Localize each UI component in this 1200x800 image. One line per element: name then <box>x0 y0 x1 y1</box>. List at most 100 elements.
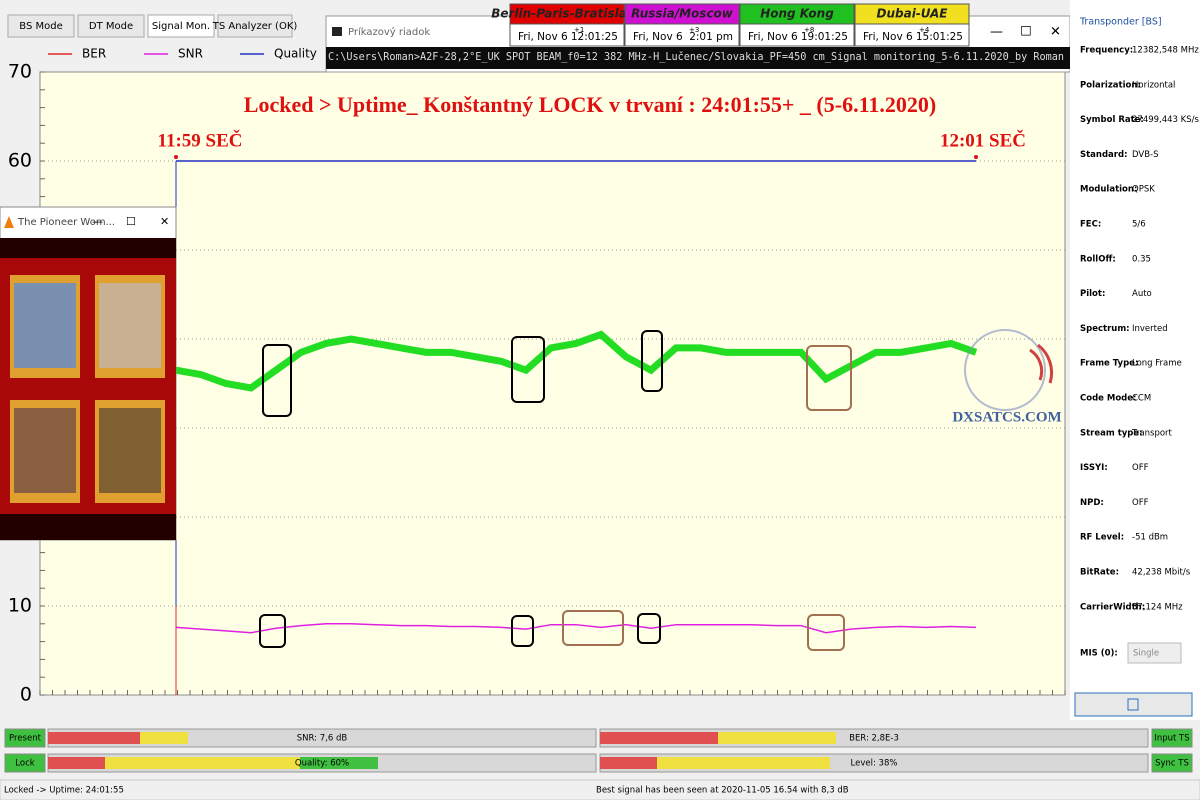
cmd-title: Príkazový riadok <box>348 26 430 38</box>
highlight-box <box>259 614 286 648</box>
watermark-logo <box>964 329 1046 411</box>
y-tick-label: 60 <box>8 150 32 172</box>
clock-date: Fri, Nov 6 <box>863 31 913 43</box>
field-value: 5/6 <box>1132 220 1146 230</box>
highlight-box <box>637 613 661 644</box>
field-value: 37,124 MHz <box>1132 602 1183 612</box>
meter-fill <box>718 732 836 744</box>
watermark-arcs <box>1029 343 1054 384</box>
watermark: DXSATCS.COM <box>952 409 1061 425</box>
status-left: Locked -> Uptime: 24:01:55 <box>4 786 124 796</box>
marker-dot <box>174 155 178 159</box>
panel-title: Transponder [BS] <box>1079 17 1162 28</box>
input-ts-button-label: Input TS <box>1154 734 1189 744</box>
field-value: OFF <box>1132 498 1149 508</box>
tab[interactable] <box>7 14 75 38</box>
cmd-icon <box>332 27 342 36</box>
meter-fill <box>600 757 657 769</box>
field-value: Horizontal <box>1132 80 1175 90</box>
start-label: 11:59 SEČ <box>158 129 243 151</box>
lock-button[interactable] <box>4 753 46 773</box>
window-button[interactable]: ✕ <box>1050 25 1061 40</box>
sync-ts-button[interactable] <box>1151 753 1193 773</box>
thumbnail-food <box>99 283 161 368</box>
tab[interactable] <box>77 14 145 38</box>
window-button[interactable]: — <box>92 215 103 228</box>
field-label: BitRate: <box>1080 568 1119 578</box>
field-label: FEC: <box>1080 220 1101 230</box>
window-button[interactable]: — <box>990 25 1003 40</box>
field-label: NPD: <box>1080 498 1104 508</box>
dropdown[interactable] <box>1127 642 1182 664</box>
meter-label: Level: 38% <box>851 759 898 769</box>
vlc-icon <box>4 216 14 228</box>
meter-fill <box>48 732 140 744</box>
clock-offset: +4 <box>919 26 930 34</box>
tab-label: Signal Mon. <box>152 21 210 32</box>
field-value: Auto <box>1132 289 1152 299</box>
highlight-box <box>511 336 545 403</box>
clock-time: 15:01:25 <box>916 31 963 43</box>
clock-name: Russia/Moscow <box>631 7 734 21</box>
clock-body <box>509 23 625 47</box>
field-value: 12382,548 MHz <box>1132 46 1199 56</box>
tab-label: DT Mode <box>89 21 133 32</box>
tab[interactable] <box>147 14 215 38</box>
clock-name: Dubai-UAE <box>877 7 949 21</box>
panel-button[interactable] <box>1074 692 1193 717</box>
annotation: Locked > Uptime_ Konštantný LOCK v trvan… <box>244 92 936 117</box>
field-value: CCM <box>1132 394 1151 404</box>
field-value: Long Frame <box>1132 359 1182 369</box>
window-button[interactable]: ☐ <box>1020 25 1032 40</box>
y-tick-label: 0 <box>20 684 32 706</box>
present-button-label: Present <box>9 734 42 744</box>
clock-date: Fri, Nov 6 <box>518 31 568 43</box>
window-button[interactable]: ✕ <box>160 215 169 228</box>
cmd-body <box>326 47 1070 69</box>
side-panel <box>1070 0 1200 720</box>
field-value: 27499,443 KS/s <box>1132 115 1200 125</box>
clock-offset: +3 <box>689 26 699 34</box>
highlight-box <box>641 330 663 392</box>
field-label: Standard: <box>1080 150 1127 160</box>
highlight-box <box>806 345 852 411</box>
field-label: RF Level: <box>1080 533 1124 543</box>
field-label: Modulation: <box>1080 185 1137 195</box>
end-label: 12:01 SEČ <box>940 129 1026 151</box>
legend-label: SNR <box>178 47 203 61</box>
field-value: QPSK <box>1132 185 1155 195</box>
meter-fill <box>140 732 188 744</box>
window-button[interactable]: ☐ <box>126 215 136 228</box>
cmd-text: C:\Users\Roman>A2F-28,2°E_UK SPOT BEAM_f… <box>328 51 1174 63</box>
clock-body <box>854 23 970 47</box>
status-bar <box>0 779 1200 800</box>
field-value: -51 dBm <box>1132 533 1168 543</box>
clock-offset: +1 <box>574 26 584 34</box>
tab-label: TS Analyzer (OK) <box>212 21 298 32</box>
sync-ts-button-label: Sync TS <box>1155 759 1189 769</box>
clock-date: Fri, Nov 6 <box>748 31 798 43</box>
field-label: RollOff: <box>1080 254 1116 264</box>
field-label: Pilot: <box>1080 289 1105 299</box>
lock-button-label: Lock <box>15 759 34 769</box>
field-value: 0.35 <box>1132 254 1151 264</box>
clock-name: Berlin-Paris-Bratislava <box>491 7 643 21</box>
clock-body <box>624 23 740 47</box>
field-label: Spectrum: <box>1080 324 1130 334</box>
legend-label: BER <box>82 47 106 61</box>
input-ts-button[interactable] <box>1151 728 1193 748</box>
field-label: Frame Type: <box>1080 359 1138 369</box>
meter-fill <box>48 757 105 769</box>
clock-time: 12:01:25 <box>571 31 618 43</box>
present-button[interactable] <box>4 728 46 748</box>
highlight-box <box>562 610 624 646</box>
field-value: Transport <box>1131 428 1173 438</box>
tab[interactable] <box>217 14 293 38</box>
clock-time: 2:01 pm <box>689 31 733 43</box>
clock-offset: +8 <box>804 26 814 34</box>
field-value: DVB-S <box>1132 150 1159 160</box>
thumbnail-food <box>99 408 161 493</box>
y-tick-label: 10 <box>8 595 32 617</box>
field-label: CarrierWidth: <box>1080 602 1145 612</box>
